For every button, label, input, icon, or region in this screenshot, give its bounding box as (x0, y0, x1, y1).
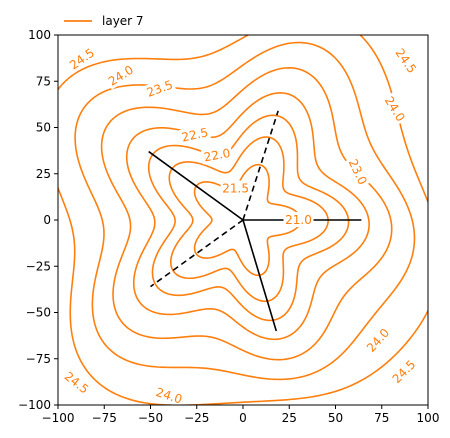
x-tick-label: 50 (328, 411, 343, 425)
contour-label: 24.0 (152, 383, 186, 408)
y-tick-label: 75 (36, 74, 51, 88)
contour-label: 23.5 (142, 76, 177, 101)
contour-24.5 (58, 35, 428, 405)
contour-label-text: 21.5 (222, 182, 249, 196)
x-tick-label: 75 (374, 411, 389, 425)
contour-label: 22.5 (178, 123, 212, 145)
y-axis-ticks: −100 −75 −50 −25 0 25 50 75 100 (18, 28, 58, 412)
contour-label: 23.0 (345, 154, 372, 189)
contour-label: 24.0 (362, 323, 394, 357)
y-tick-label: −50 (26, 306, 51, 320)
contour-label-text: 23.0 (346, 157, 370, 187)
y-tick-label: 50 (36, 121, 51, 135)
contour-label: 24.5 (387, 355, 420, 388)
solid-line-2 (242, 219, 278, 332)
contour-24 (74, 41, 416, 381)
contour-22.5 (147, 114, 350, 322)
x-tick-label: 0 (239, 411, 247, 425)
legend: layer 7 (64, 14, 144, 28)
y-tick-label: 0 (43, 213, 51, 227)
x-tick-label: −100 (42, 411, 75, 425)
x-tick-label: −75 (92, 411, 117, 425)
y-tick-label: −25 (26, 259, 51, 273)
contour-23 (125, 92, 370, 341)
y-tick-label: 100 (28, 28, 51, 42)
dashed-line-0 (242, 110, 279, 221)
contour-label: 24.5 (391, 44, 421, 78)
legend-label: layer 7 (102, 14, 144, 28)
x-tick-label: −25 (184, 411, 209, 425)
contour-label: 24.0 (380, 92, 410, 126)
contour-label-text: 24.0 (154, 385, 184, 407)
contour-label: 21.5 (220, 180, 251, 196)
x-tick-label: 25 (282, 411, 297, 425)
dashed-line-1 (150, 219, 244, 288)
y-tick-label: −100 (18, 398, 51, 412)
contour-label-text: 21.0 (285, 213, 312, 227)
y-tick-label: −75 (26, 352, 51, 366)
x-axis-ticks: −100 −75 −50 −25 0 25 50 75 100 (42, 405, 440, 425)
contour-label-text: 23.5 (145, 78, 175, 100)
contour-21.5 (193, 163, 302, 277)
contour-label: 22.0 (200, 144, 234, 165)
contour-label: 21.0 (283, 212, 314, 227)
contour-lines (58, 35, 428, 405)
contour-label-text: 22.0 (203, 146, 232, 164)
y-tick-label: 25 (36, 167, 51, 181)
contour-22 (168, 136, 329, 303)
solid-line-1 (148, 150, 244, 221)
x-tick-label: −50 (138, 411, 163, 425)
black-lines (148, 110, 362, 332)
contour-23.5 (100, 67, 393, 361)
x-tick-label: 100 (417, 411, 440, 425)
contour-label-text: 22.5 (180, 125, 209, 144)
